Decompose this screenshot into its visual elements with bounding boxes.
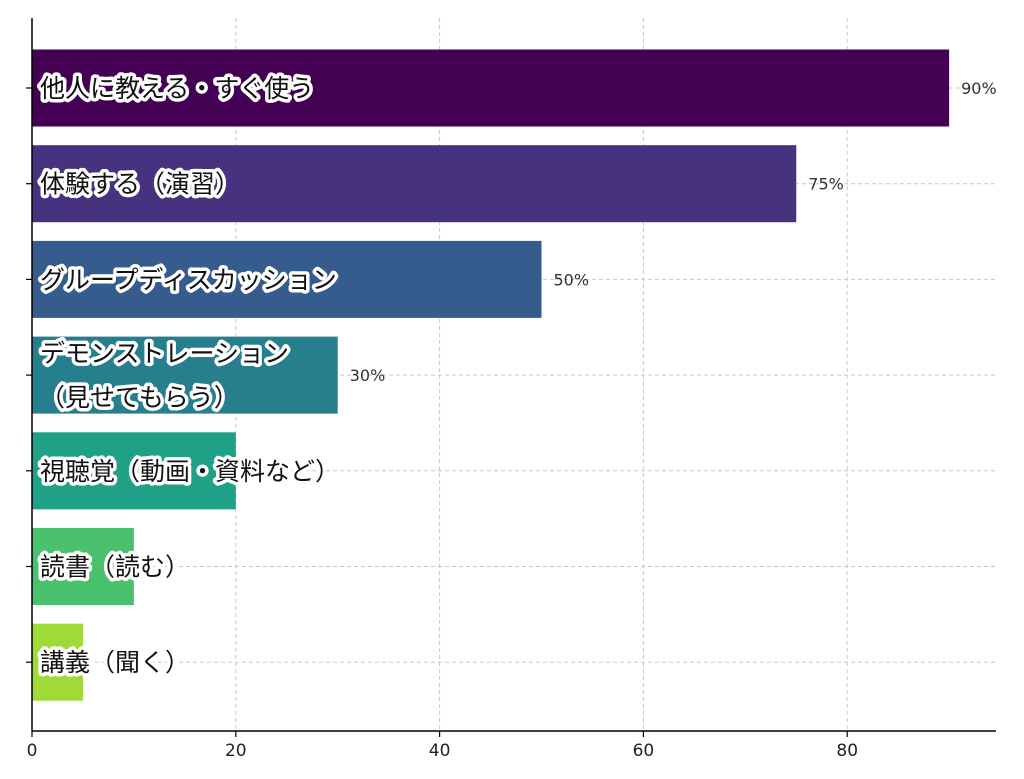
category-label: グループディスカッション — [40, 265, 337, 294]
x-tick-label: 60 — [633, 741, 655, 761]
category-label: 講義（聞く） — [40, 648, 190, 677]
category-label: デモンストレーション（見せてもらう） — [40, 339, 289, 412]
x-tick-label: 40 — [429, 741, 451, 761]
x-tick-label: 80 — [836, 741, 858, 761]
bar — [32, 528, 134, 605]
bar — [32, 432, 236, 510]
bar — [32, 145, 797, 223]
value-labels: 90% 75% 50% 30% — [350, 79, 997, 385]
category-label: 視聴覚（動画・資料など） — [40, 457, 340, 486]
category-label: 読書（読む） — [40, 553, 190, 582]
category-label: 他人に教える・すぐ使う — [40, 74, 314, 103]
category-label: 体験する（演習） — [40, 170, 240, 199]
x-ticks: 0 20 40 60 80 — [26, 87, 858, 761]
data-label: 50% — [554, 270, 590, 289]
bar — [32, 49, 950, 127]
bar — [32, 240, 542, 318]
bar — [32, 336, 338, 414]
bar — [32, 623, 83, 701]
x-tick-label: 0 — [27, 741, 38, 761]
x-tick-label: 20 — [225, 741, 247, 761]
data-label: 75% — [808, 175, 844, 194]
data-label: 90% — [961, 79, 997, 98]
data-label: 30% — [350, 366, 386, 385]
bars — [32, 49, 950, 701]
